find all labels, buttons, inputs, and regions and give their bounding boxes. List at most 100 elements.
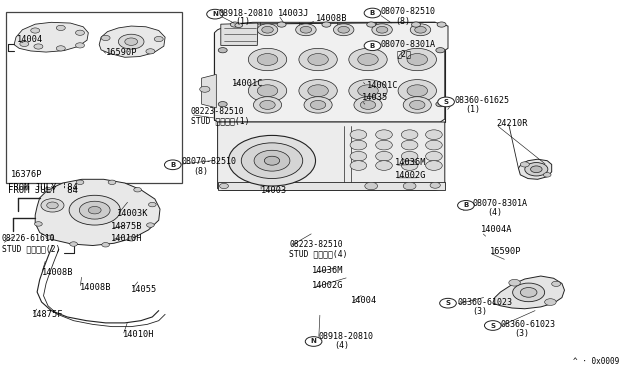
Circle shape: [401, 130, 418, 140]
Circle shape: [241, 143, 303, 179]
Circle shape: [354, 97, 382, 113]
Circle shape: [458, 201, 474, 210]
Circle shape: [296, 24, 316, 36]
Text: 08070-8301A: 08070-8301A: [472, 199, 527, 208]
Text: STUD スタッド(1): STUD スタッド(1): [191, 116, 249, 125]
Circle shape: [401, 140, 418, 150]
Text: 14001C: 14001C: [367, 81, 398, 90]
Circle shape: [35, 222, 42, 226]
Circle shape: [257, 24, 278, 36]
Text: 14003J: 14003J: [278, 9, 310, 17]
Text: 14003K: 14003K: [117, 209, 148, 218]
Text: 08360-61023: 08360-61023: [458, 298, 513, 307]
Text: S: S: [444, 99, 449, 105]
Text: 14036M: 14036M: [395, 158, 426, 167]
Text: N: N: [310, 339, 317, 344]
Circle shape: [305, 337, 322, 346]
Circle shape: [520, 288, 537, 297]
Circle shape: [545, 299, 556, 305]
Polygon shape: [218, 122, 445, 190]
Circle shape: [322, 22, 331, 27]
Circle shape: [376, 130, 392, 140]
Circle shape: [401, 151, 418, 161]
Text: ^ · 0x0009: ^ · 0x0009: [573, 357, 619, 366]
Text: 08070-8301A: 08070-8301A: [381, 40, 436, 49]
Text: 14035: 14035: [362, 93, 388, 102]
Circle shape: [426, 161, 442, 170]
Circle shape: [349, 80, 387, 102]
Circle shape: [308, 54, 328, 65]
Text: 14002G: 14002G: [312, 281, 344, 290]
Text: 14002G: 14002G: [395, 171, 426, 180]
Text: FROM JULY '84: FROM JULY '84: [8, 186, 78, 195]
Circle shape: [376, 161, 392, 170]
Circle shape: [333, 24, 354, 36]
Circle shape: [398, 48, 436, 71]
Text: (8): (8): [193, 167, 208, 176]
Circle shape: [360, 100, 376, 109]
Circle shape: [403, 97, 431, 113]
Text: 14003: 14003: [261, 186, 287, 195]
Circle shape: [403, 182, 416, 190]
Circle shape: [308, 85, 328, 97]
Circle shape: [230, 22, 239, 27]
Text: (4): (4): [334, 341, 349, 350]
Circle shape: [248, 48, 287, 71]
Circle shape: [398, 80, 436, 102]
Circle shape: [376, 151, 392, 161]
Circle shape: [299, 80, 337, 102]
Circle shape: [56, 25, 65, 31]
Circle shape: [304, 97, 332, 113]
Circle shape: [426, 140, 442, 150]
Text: 08070-82510: 08070-82510: [181, 157, 236, 166]
Text: STUD スタッド(4): STUD スタッド(4): [289, 249, 348, 258]
Circle shape: [299, 48, 337, 71]
Circle shape: [358, 54, 378, 65]
Text: (4): (4): [488, 208, 502, 217]
Text: 14010H: 14010H: [123, 330, 154, 339]
Circle shape: [88, 206, 101, 214]
Text: 08918-20810: 08918-20810: [219, 9, 274, 17]
Circle shape: [134, 187, 141, 192]
Circle shape: [364, 41, 381, 51]
Text: ﾈ2）: ﾈ2）: [397, 49, 412, 58]
Polygon shape: [14, 22, 88, 52]
Circle shape: [44, 187, 52, 192]
Circle shape: [69, 195, 120, 225]
Text: 14008B: 14008B: [80, 283, 111, 292]
Text: FROM JULY '84: FROM JULY '84: [8, 183, 78, 192]
Circle shape: [47, 202, 58, 209]
Text: 16590P: 16590P: [106, 48, 137, 57]
Circle shape: [76, 180, 84, 185]
Circle shape: [372, 24, 392, 36]
Text: 16590P: 16590P: [490, 247, 521, 256]
Circle shape: [520, 162, 529, 167]
Circle shape: [164, 160, 181, 170]
Circle shape: [430, 182, 440, 188]
Text: 16376P: 16376P: [11, 170, 42, 179]
Circle shape: [440, 298, 456, 308]
Circle shape: [426, 151, 442, 161]
Circle shape: [118, 34, 144, 49]
Text: (1): (1): [236, 17, 250, 26]
Text: B: B: [370, 43, 375, 49]
Circle shape: [262, 26, 273, 33]
Circle shape: [426, 130, 442, 140]
Circle shape: [364, 8, 381, 18]
Circle shape: [552, 281, 561, 286]
Circle shape: [358, 85, 378, 97]
Circle shape: [350, 161, 367, 170]
Text: B: B: [463, 202, 468, 208]
Circle shape: [76, 30, 84, 35]
Text: 08223-82510: 08223-82510: [191, 107, 244, 116]
Text: 14008B: 14008B: [316, 14, 348, 23]
Circle shape: [218, 48, 227, 53]
Circle shape: [248, 80, 287, 102]
Polygon shape: [493, 276, 564, 309]
Circle shape: [407, 54, 428, 65]
Text: 14004: 14004: [351, 296, 377, 305]
Text: (1): (1): [465, 105, 480, 114]
Circle shape: [41, 199, 64, 212]
Circle shape: [70, 242, 77, 246]
Polygon shape: [518, 159, 552, 179]
